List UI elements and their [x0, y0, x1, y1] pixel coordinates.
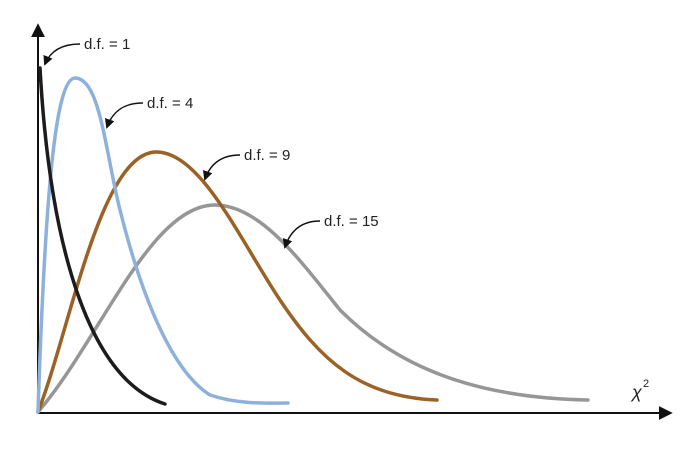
label-df4: d.f. = 4	[147, 95, 193, 112]
leader-df9	[203, 154, 241, 181]
label-df15: d.f. = 15	[324, 213, 379, 230]
label-df9: d.f. = 9	[244, 147, 290, 164]
curve-df9	[36, 150, 439, 414]
leader-df15	[282, 220, 321, 249]
leader-df1	[43, 43, 81, 66]
curve-df4	[36, 76, 290, 414]
axis-label-superscript: 2	[643, 378, 649, 390]
curve-df1	[38, 66, 167, 406]
leader-df4	[105, 102, 144, 129]
label-df1: d.f. = 1	[84, 36, 130, 53]
axis-label: χ	[630, 382, 643, 402]
curve-df15	[36, 203, 590, 414]
